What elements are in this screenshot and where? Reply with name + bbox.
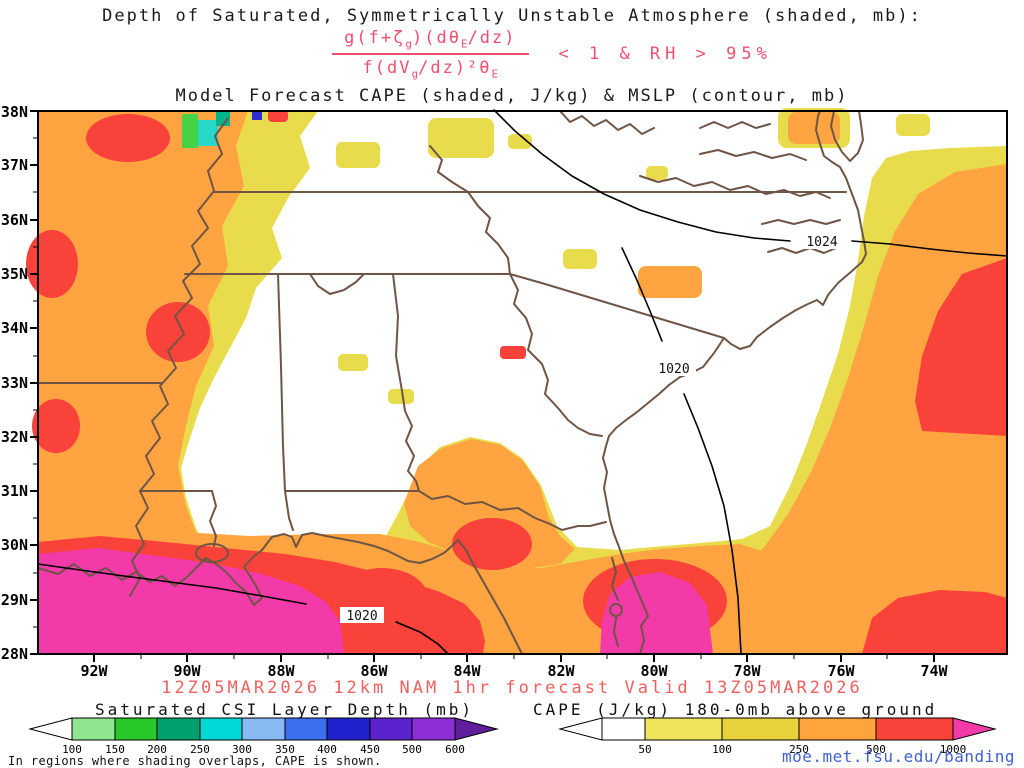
- svg-text:250: 250: [789, 743, 809, 756]
- csi-formula: g(f+ζg)(dθE/dz) f(dVg/dz)²θE < 1 & RH > …: [80, 28, 1024, 81]
- svg-text:200: 200: [147, 743, 167, 756]
- contour-1020-east: [621, 247, 742, 655]
- atlantic-coastline: [602, 110, 867, 655]
- overlap-note: In regions where shading overlaps, CAPE …: [8, 754, 382, 768]
- cape-colorbar-ticks: 50 100 250 500 1000: [638, 743, 966, 756]
- nc-sc-border: [509, 273, 725, 339]
- wv-va-border: [559, 110, 655, 135]
- formula-denominator: f(dVg/dz)²θE: [362, 58, 499, 81]
- svg-text:92W: 92W: [80, 662, 108, 680]
- fl-ga-border: [418, 490, 607, 531]
- contour-label-1024: 1024: [806, 235, 837, 250]
- svg-text:150: 150: [105, 743, 125, 756]
- colorbars: 100 150 200 250 300 350 400 450 500 600 …: [28, 717, 997, 756]
- svg-text:35N: 35N: [1, 265, 28, 283]
- longitude-ticks: [93, 654, 935, 662]
- contour-1020-gulf: [37, 563, 449, 655]
- forecast-valid-line: 12Z05MAR2026 12km NAM 1hr forecast Valid…: [161, 678, 863, 698]
- contour-labels: 1024 1020 1020: [340, 233, 844, 624]
- svg-text:100: 100: [62, 743, 82, 756]
- svg-text:500: 500: [402, 743, 422, 756]
- contour-label-1020-gulf: 1020: [346, 609, 377, 624]
- pamlico-sound: [767, 247, 837, 254]
- formula-fraction: g(f+ζg)(dθE/dz) f(dVg/dz)²θE: [332, 28, 529, 81]
- svg-text:450: 450: [360, 743, 380, 756]
- james-river: [639, 175, 831, 199]
- cape-colorbar: [558, 717, 997, 741]
- svg-text:300: 300: [232, 743, 252, 756]
- svg-text:28N: 28N: [1, 645, 28, 663]
- svg-text:37N: 37N: [1, 156, 28, 174]
- st-johns-lake: [609, 603, 623, 617]
- contour-label-1020-east: 1020: [658, 362, 689, 377]
- svg-text:350: 350: [275, 743, 295, 756]
- svg-text:74W: 74W: [920, 662, 948, 680]
- albemarle-sound: [761, 219, 841, 225]
- csi-colorbar-ticks: 100 150 200 250 300 350 400 450 500 600: [62, 743, 465, 756]
- svg-text:600: 600: [445, 743, 465, 756]
- svg-text:500: 500: [866, 743, 886, 756]
- svg-text:90W: 90W: [173, 662, 201, 680]
- mslp-contours: [37, 109, 1008, 655]
- longitude-labels: 92W 90W 88W 86W 84W 82W 80W 78W 76W 74W: [80, 662, 948, 680]
- svg-text:30N: 30N: [1, 536, 28, 554]
- delmarva-coastline: [830, 110, 864, 162]
- svg-text:1000: 1000: [940, 743, 967, 756]
- mississippi-river-border: [129, 117, 229, 597]
- svg-text:86W: 86W: [360, 662, 388, 680]
- potomac-river: [699, 121, 771, 129]
- svg-text:82W: 82W: [547, 662, 575, 680]
- svg-text:400: 400: [317, 743, 337, 756]
- csi-shading-patches: [182, 110, 262, 148]
- al-ga-border: [392, 273, 420, 492]
- contour-1024: [493, 109, 1008, 257]
- svg-text:50: 50: [638, 743, 651, 756]
- csi-colorbar: [28, 717, 499, 741]
- ky-va-border: [429, 145, 469, 193]
- latitude-ticks: [30, 110, 38, 655]
- svg-text:80W: 80W: [640, 662, 668, 680]
- svg-text:84W: 84W: [453, 662, 481, 680]
- svg-text:33N: 33N: [1, 374, 28, 392]
- york-river: [699, 149, 807, 161]
- banding-link[interactable]: moe.met.fsu.edu/banding: [782, 747, 1016, 766]
- forecast-map: 1024 1020 1020: [1, 106, 1008, 680]
- svg-text:76W: 76W: [827, 662, 855, 680]
- st-johns-river: [611, 557, 619, 647]
- gulf-coastline: [37, 532, 523, 655]
- formula-numerator: g(f+ζg)(dθE/dz): [332, 28, 529, 56]
- latitude-labels: 38N 37N 36N 35N 34N 33N 32N 31N 30N 29N …: [1, 106, 28, 663]
- state-borders: [37, 110, 867, 655]
- svg-text:32N: 32N: [1, 428, 28, 446]
- la-ms-31n-border: [139, 490, 217, 547]
- cape-legend-title: CAPE (J/kg) 180-0mb above ground: [533, 700, 938, 719]
- svg-text:78W: 78W: [733, 662, 761, 680]
- svg-text:100: 100: [712, 743, 732, 756]
- tn-nc-mountain-border: [467, 191, 511, 275]
- title-line1: Depth of Saturated, Symmetrically Unstab…: [102, 6, 922, 26]
- ms-al-border: [277, 273, 294, 531]
- ga-sc-border: [509, 273, 603, 437]
- svg-text:38N: 38N: [1, 106, 28, 121]
- csi-legend-title: Saturated CSI Layer Depth (mb): [95, 700, 474, 719]
- formula-condition: < 1 & RH > 95%: [558, 44, 772, 65]
- svg-text:29N: 29N: [1, 591, 28, 609]
- svg-text:31N: 31N: [1, 482, 28, 500]
- lake-pontchartrain: [195, 543, 229, 563]
- title-line3: Model Forecast CAPE (shaded, J/kg) & MSL…: [175, 86, 849, 106]
- svg-text:250: 250: [190, 743, 210, 756]
- svg-text:88W: 88W: [267, 662, 295, 680]
- tennessee-river: [309, 273, 365, 295]
- svg-text:36N: 36N: [1, 211, 28, 229]
- svg-text:34N: 34N: [1, 319, 28, 337]
